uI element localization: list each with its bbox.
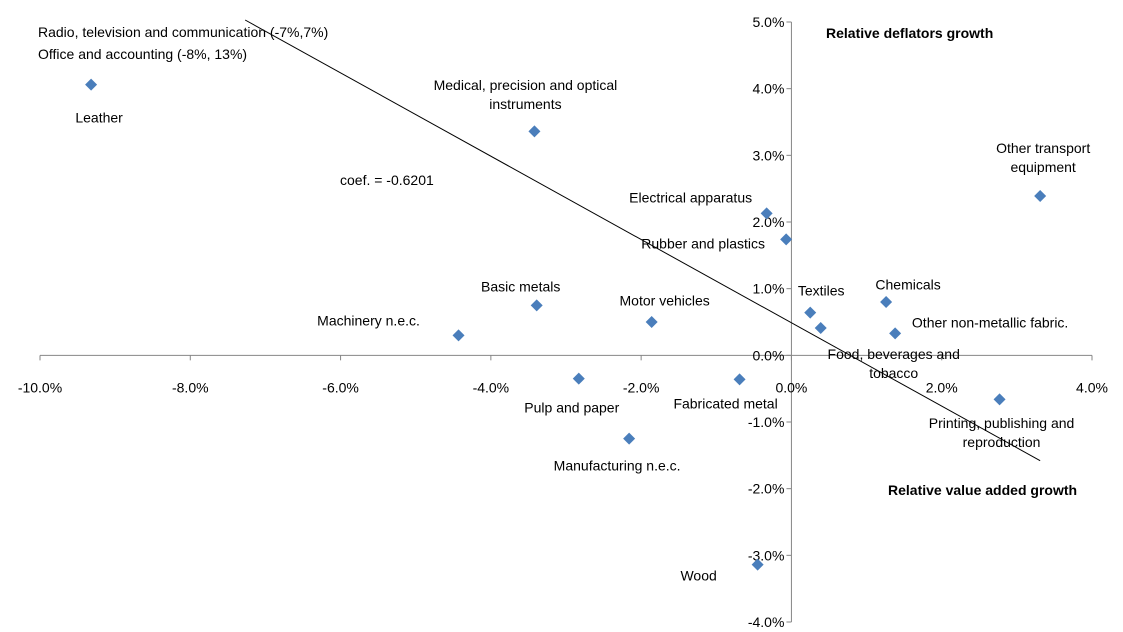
point (880, 296, 893, 308)
point-label: Other transport equipment (996, 140, 1091, 175)
y-tick-label: -3.0% (748, 547, 785, 563)
point (528, 125, 541, 138)
x-tick-label: 0.0% (775, 379, 807, 395)
point-label: Textiles (797, 282, 845, 299)
point-label: Machinery n.e.c. (317, 312, 420, 329)
y-tick-label: 4.0% (753, 81, 785, 97)
x-tick-label: -6.0% (322, 379, 359, 395)
point-label: Basic metals (481, 278, 561, 295)
point (751, 558, 764, 571)
point-label: Pulp and paper (524, 399, 620, 416)
annotation: Office and accounting (-8%, 13%) (38, 46, 248, 62)
x-tick-label: -2.0% (623, 379, 660, 395)
annotation: Radio, television and communication (-7%… (38, 24, 329, 40)
x-tick-label: 4.0% (1076, 379, 1108, 395)
x-tick-label: -8.0% (172, 379, 209, 395)
point (780, 233, 793, 246)
point-label: Printing, publishing and reproduction (928, 415, 1075, 451)
y-tick-label: -2.0% (748, 481, 785, 497)
y-axis-title: Relative deflators growth (826, 25, 994, 41)
point (760, 207, 773, 220)
y-tick-label: 0.0% (753, 347, 785, 363)
point-label: Fabricated metal (673, 395, 778, 412)
y-tick-label: -1.0% (748, 414, 785, 430)
point (1034, 190, 1047, 202)
point-label: Wood (680, 567, 717, 584)
point (814, 322, 827, 334)
point (530, 299, 543, 312)
point-label: Rubber and plastics (641, 235, 766, 252)
trendline (244, 19, 1041, 462)
point (645, 316, 658, 328)
y-tick-label: 5.0% (753, 14, 785, 30)
point (733, 373, 746, 386)
point (85, 78, 98, 91)
point-label: Leather (75, 109, 123, 126)
point-label: Other non-metallic fabric. (911, 314, 1069, 331)
point (804, 306, 817, 319)
point-label: Food, beverages and tobacco (827, 346, 960, 381)
point-label: Medical, precision and optical instrumen… (433, 77, 618, 113)
point-label: Manufacturing n.e.c. (553, 457, 681, 474)
point (452, 329, 465, 342)
point-label: Electrical apparatus (629, 189, 753, 206)
x-tick-label: -10.0% (18, 379, 62, 395)
point (572, 372, 585, 385)
x-tick-label: 2.0% (926, 379, 958, 395)
y-tick-label: 1.0% (753, 281, 785, 297)
point-label: Chemicals (875, 276, 941, 293)
annotation: coef. = -0.6201 (340, 172, 434, 188)
point (889, 327, 902, 340)
y-tick-label: 2.0% (753, 214, 785, 230)
point (993, 393, 1006, 406)
point (623, 432, 636, 445)
x-axis-title: Relative value added growth (888, 482, 1078, 498)
y-tick-label: -4.0% (748, 614, 785, 630)
y-tick-label: 3.0% (753, 147, 785, 163)
point-label: Motor vehicles (619, 292, 710, 309)
x-tick-label: -4.0% (473, 379, 510, 395)
